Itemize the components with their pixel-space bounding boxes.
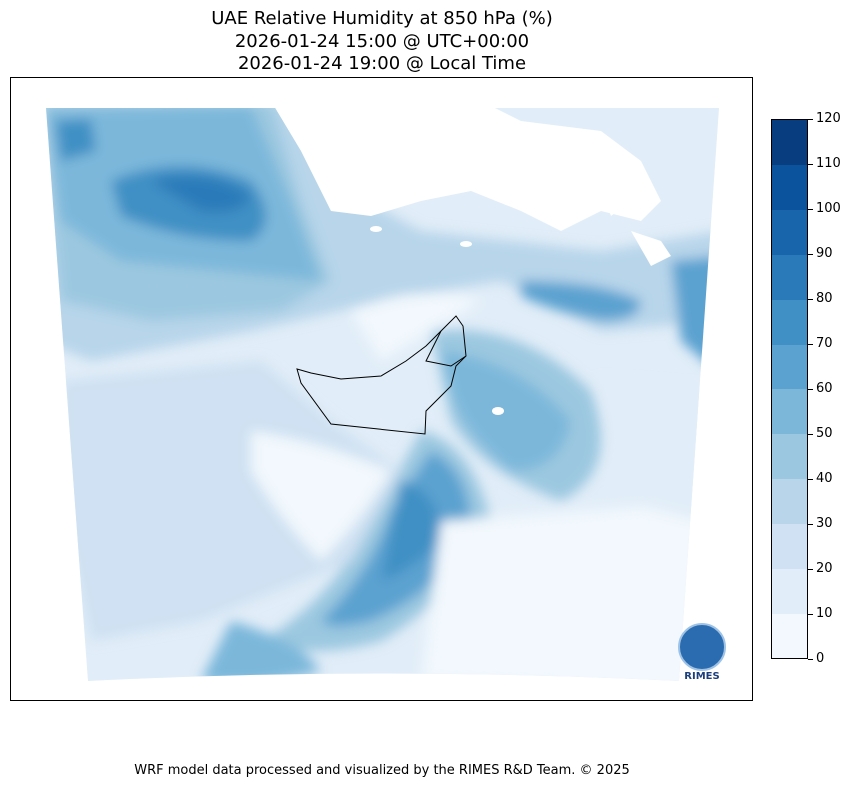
- colorbar-tick-label: 10: [816, 606, 833, 621]
- colorbar-tick-label: 50: [816, 426, 833, 441]
- colorbar-bin: [772, 523, 807, 569]
- colorbar-bin: [772, 568, 807, 614]
- rimes-logo-text: RIMES: [684, 671, 720, 682]
- colorbar-bin: [772, 344, 807, 390]
- colorbar-tick: [808, 389, 813, 390]
- colorbar-tick: [808, 434, 813, 435]
- title-line-2: 2026-01-24 15:00 @ UTC+00:00: [234, 31, 530, 52]
- humidity-map: [46, 108, 719, 681]
- colorbar-tick-label: 60: [816, 381, 833, 396]
- map-frame: RIMES: [10, 77, 753, 701]
- colorbar-bin: [772, 254, 807, 300]
- colorbar-tick: [808, 479, 813, 480]
- colorbar-bin: [772, 120, 807, 166]
- title-line-1: UAE Relative Humidity at 850 hPa (%): [211, 8, 553, 29]
- colorbar-tick-label: 110: [816, 156, 841, 171]
- colorbar-tick: [808, 209, 813, 210]
- colorbar-tick-label: 80: [816, 291, 833, 306]
- colorbar-bin: [772, 478, 807, 524]
- colorbar-tick: [808, 164, 813, 165]
- colorbar-tick-label: 30: [816, 516, 833, 531]
- colorbar-bin: [772, 389, 807, 435]
- colorbar-tick: [808, 299, 813, 300]
- colorbar-tick-label: 0: [816, 651, 825, 666]
- colorbar-tick-label: 20: [816, 561, 833, 576]
- colorbar-tick-label: 120: [816, 111, 841, 126]
- colorbar-tick: [808, 344, 813, 345]
- colorbar-bin: [772, 433, 807, 480]
- colorbar-tick: [808, 524, 813, 525]
- colorbar-tick: [808, 569, 813, 570]
- colorbar-bin: [772, 164, 807, 211]
- colorbar-tick-label: 100: [816, 201, 841, 216]
- colorbar-tick-label: 90: [816, 246, 833, 261]
- colorbar-bin: [772, 209, 807, 255]
- uae-border: [296, 315, 467, 435]
- colorbar-bin: [772, 613, 807, 659]
- colorbar-tick: [808, 254, 813, 255]
- masked-terrain: [236, 108, 671, 415]
- colorbar-bin: [772, 299, 807, 345]
- title-line-3: 2026-01-24 19:00 @ Local Time: [237, 53, 527, 74]
- colorbar-tick: [808, 614, 813, 615]
- colorbar-tick: [808, 119, 813, 120]
- colorbar-tick: [808, 659, 813, 660]
- colorbar: [771, 119, 808, 659]
- footer-credit: WRF model data processed and visualized …: [134, 763, 630, 778]
- rimes-logo: RIMES: [678, 623, 728, 693]
- colorbar-tick-label: 70: [816, 336, 833, 351]
- humidity-field: [46, 108, 719, 681]
- colorbar-tick-label: 40: [816, 471, 833, 486]
